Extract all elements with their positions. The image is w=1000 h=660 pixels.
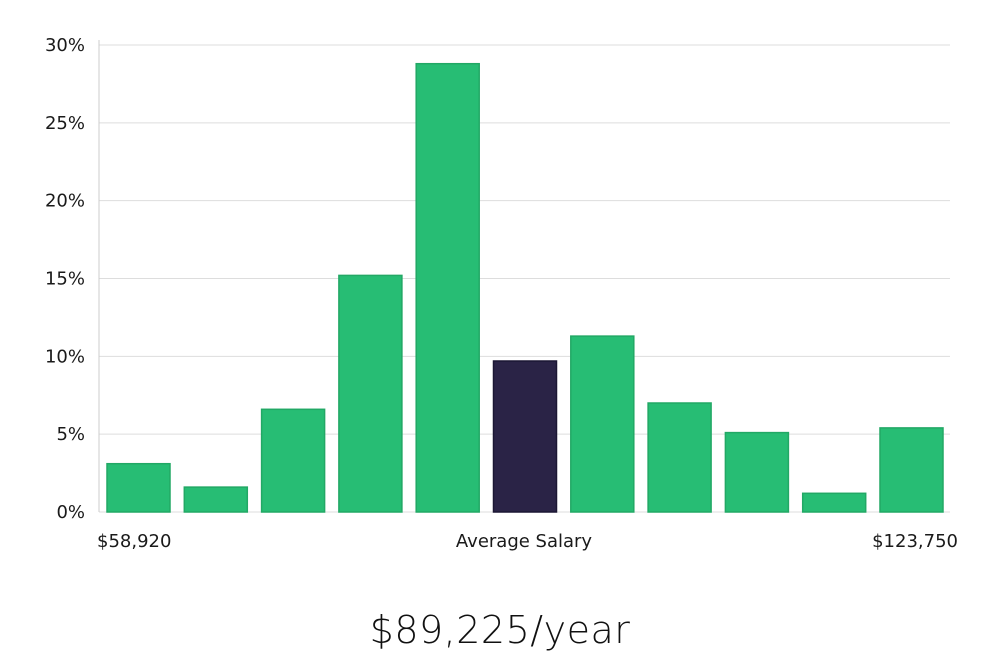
bar	[338, 274, 403, 513]
y-tick-label: 30%	[45, 35, 85, 56]
bar	[801, 492, 867, 513]
y-tick-label: 5%	[56, 424, 85, 445]
bar	[724, 431, 790, 513]
average-salary-headline: $89,225/year	[369, 608, 631, 652]
bar	[183, 486, 249, 513]
y-axis: 0% 5% 10% 15% 20% 25% 30%	[45, 35, 100, 523]
x-axis-labels: $58,920 Average Salary $123,750	[97, 531, 958, 552]
y-tick-label: 20%	[45, 191, 85, 212]
bar	[106, 462, 171, 513]
y-tick-label: 25%	[45, 113, 85, 134]
bar	[647, 402, 712, 513]
bar	[260, 408, 326, 513]
bar	[415, 62, 480, 513]
x-label-min: $58,920	[97, 531, 171, 552]
y-tick-label: 0%	[56, 502, 85, 523]
bar	[570, 335, 635, 513]
bar-average-salary	[492, 360, 558, 513]
y-tick-label: 15%	[45, 269, 85, 290]
y-tick-label: 10%	[45, 346, 85, 367]
bars	[106, 62, 944, 513]
x-label-max: $123,750	[872, 531, 958, 552]
grid-lines	[99, 44, 950, 513]
salary-distribution-chart: 0% 5% 10% 15% 20% 25% 30% $58,920 Average Sala…	[45, 35, 958, 552]
bar	[879, 427, 944, 513]
x-label-average: Average Salary	[456, 531, 593, 552]
